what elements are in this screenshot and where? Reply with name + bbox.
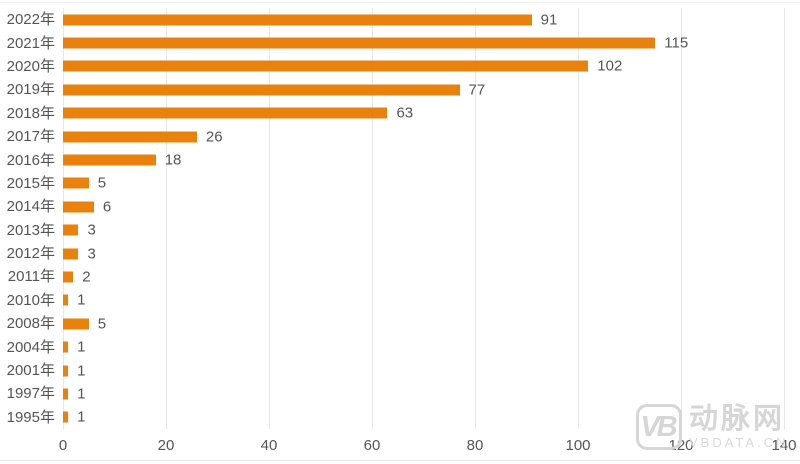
gridline [166,8,167,429]
value-label: 63 [396,104,414,122]
x-tick-label: 100 [565,437,591,454]
value-label: 102 [597,57,623,75]
x-tick-label: 20 [157,437,175,454]
chart-row: 6 [63,195,784,218]
value-label: 1 [77,362,86,380]
top-border-line [0,2,800,3]
chart-row: 1 [63,289,784,312]
x-tick-label: 60 [363,437,381,454]
category-label: 2008年 [6,315,55,333]
category-label: 2013年 [6,221,55,239]
bar [63,201,94,213]
category-label: 2015年 [6,174,55,192]
value-label: 1 [77,385,86,403]
bar [63,318,89,330]
chart-row: 1 [63,382,784,405]
x-tick-label: 140 [771,437,797,454]
value-label: 5 [97,174,107,192]
chart-row: 2 [63,265,784,288]
category-label: 2011年 [7,268,55,286]
bar [63,131,197,143]
x-tick-label: 80 [466,437,484,454]
plot-area: 91 115 102 77 63 26 18 5 6 3 3 2 1 5 1 1 1 1 [63,8,785,429]
chart-row: 91 [63,8,784,31]
bar-rows: 91 115 102 77 63 26 18 5 6 3 3 2 1 5 1 1 1 1 [63,8,784,429]
x-tick-label: 0 [58,437,68,454]
chart-row: 26 [63,125,784,148]
value-label: 2 [82,268,91,286]
category-label: 2016年 [6,151,55,169]
bar [63,60,589,72]
category-label: 2001年 [6,362,55,380]
chart-row: 102 [63,55,784,78]
gridline [784,8,785,429]
value-label: 5 [97,315,107,333]
value-label: 26 [205,128,223,146]
chart-row: 1 [63,335,784,358]
chart-row: 115 [63,31,784,54]
chart-row: 63 [63,102,784,125]
category-label: 2014年 [6,198,55,216]
x-tick-label: 40 [260,437,278,454]
gridline [63,8,64,429]
value-label: 91 [540,11,558,29]
chart-row: 5 [63,172,784,195]
bar [63,224,79,236]
bar [63,365,69,377]
category-label: 2017年 [6,128,55,146]
category-label: 2004年 [6,338,55,356]
chart-row: 3 [63,242,784,265]
chart-row: 3 [63,219,784,242]
chart-row: 1 [63,406,784,429]
bar [63,107,388,119]
category-label: 1995年 [6,408,55,426]
bar [63,84,460,96]
value-label: 3 [87,245,96,263]
gridline [269,8,270,429]
category-label: 2020年 [6,57,55,75]
value-label: 6 [102,198,112,216]
chart-row: 5 [63,312,784,335]
bottom-border-line [0,460,800,461]
value-label: 1 [77,408,86,426]
category-label: 2022年 [6,11,55,29]
bar [63,388,69,400]
chart-row: 77 [63,78,784,101]
category-axis: 2022年 2021年 2020年 2019年 2018年 2017年 2016年 2015年… [0,8,55,429]
value-label: 3 [87,221,96,239]
category-label: 2010年 [6,291,55,309]
value-label: 18 [164,151,182,169]
category-label: 2019年 [6,81,55,99]
bar [63,248,79,260]
bar [63,14,532,26]
bar [63,294,69,306]
value-label: 1 [77,291,86,309]
gridline [681,8,682,429]
category-label: 1997年 [6,385,55,403]
value-label: 1 [77,338,86,356]
category-label: 2018年 [6,104,55,122]
bar [63,37,656,49]
value-label: 115 [664,34,689,52]
bar [63,177,89,189]
x-tick-label: 120 [668,437,694,454]
bar [63,271,74,283]
bar [63,341,69,353]
category-label: 2021年 [6,34,55,52]
bar [63,411,69,423]
chart-row: 1 [63,359,784,382]
gridline [475,8,476,429]
value-axis: 0 20 40 60 80 100 120 140 [59,436,797,456]
bar [63,154,156,166]
category-label: 2012年 [6,245,55,263]
value-label: 77 [468,81,486,99]
chart-row: 18 [63,148,784,171]
gridline [578,8,579,429]
gridline [372,8,373,429]
